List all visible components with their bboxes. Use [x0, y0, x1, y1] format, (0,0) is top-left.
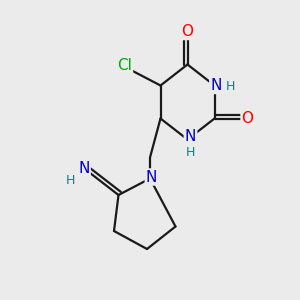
Text: N: N [185, 129, 196, 144]
Text: Cl: Cl [117, 58, 132, 74]
Text: H: H [225, 80, 235, 94]
Text: N: N [210, 78, 222, 93]
Text: N: N [146, 169, 157, 184]
Text: H: H [186, 146, 195, 159]
Text: N: N [78, 160, 90, 175]
Text: O: O [242, 111, 254, 126]
Text: H: H [66, 174, 75, 188]
Text: O: O [182, 24, 194, 39]
